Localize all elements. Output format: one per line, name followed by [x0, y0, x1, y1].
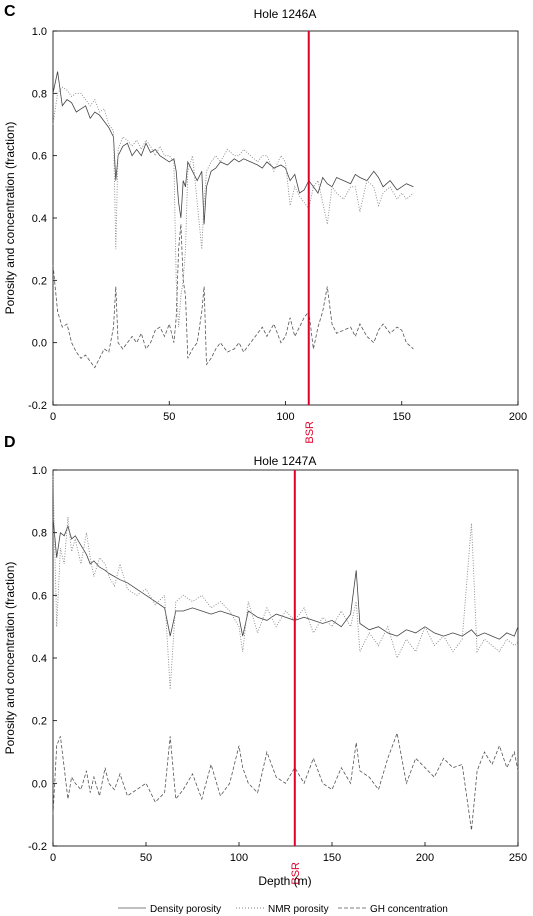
panel-d-x-tick-label: 150 — [323, 852, 341, 864]
legend-item-gh: GH concentration — [338, 904, 448, 915]
panel-c-title: Hole 1246A — [254, 7, 317, 21]
legend-label-nmr: NMR porosity — [268, 904, 329, 915]
panel-d-x-tick-label: 0 — [50, 852, 56, 864]
panel-d-x-tick-label: 100 — [230, 852, 248, 864]
panel-d-x-ticks: 0 50 100 150 200 250 — [50, 842, 527, 864]
panel-c-y-axis-label: Porosity and concentration (fraction) — [3, 122, 17, 315]
panel-d-y-axis-label: Porosity and concentration (fraction) — [3, 562, 17, 755]
legend-item-nmr: NMR porosity — [236, 904, 329, 915]
panel-c-y-tick-label: 0.8 — [32, 88, 47, 100]
panel-d-plot-frame — [52, 469, 519, 847]
panel-d-x-tick-label: 200 — [416, 852, 434, 864]
panel-d-y-tick-label: 0.4 — [32, 653, 47, 665]
panel-d-series-nmr-porosity — [52, 476, 519, 690]
panel-c-y-tick-label: 0.4 — [32, 213, 47, 225]
panel-c-bsr-label: BSR — [304, 421, 316, 444]
legend-item-density: Density porosity — [118, 904, 221, 915]
panel-d-series-density-porosity — [52, 516, 519, 640]
panel-d-y-ticks: -0.2 0.0 0.2 0.4 0.6 0.8 1.0 — [28, 465, 57, 853]
panel-c-x-tick-label: 0 — [50, 411, 56, 423]
panel-c-y-tick-label: -0.2 — [28, 400, 47, 412]
x-axis-label: Depth (m) — [258, 874, 311, 888]
panel-c-series-nmr-porosity — [52, 86, 414, 328]
panel-d-y-tick-label: 0.6 — [32, 590, 47, 602]
panel-c-y-tick-label: 1.0 — [32, 26, 47, 38]
panel-c-x-tick-label: 50 — [163, 411, 175, 423]
panel-d-y-tick-label: 0.2 — [32, 716, 47, 728]
legend: Density porosity NMR porosity GH concent… — [118, 904, 448, 915]
legend-label-gh: GH concentration — [370, 904, 448, 915]
panel-c-y-ticks: -0.2 0.0 0.2 0.4 0.6 0.8 1.0 — [28, 26, 57, 412]
panel-c-x-tick-label: 100 — [276, 411, 294, 423]
panel-letter-d: D — [4, 434, 16, 451]
panel-d-series — [52, 476, 519, 831]
panel-c-x-ticks: 0 50 100 150 200 — [50, 401, 527, 423]
panel-d-series-gh-concentration — [52, 731, 519, 831]
panel-c-x-tick-label: 150 — [393, 411, 411, 423]
panel-c-x-tick-label: 200 — [509, 411, 527, 423]
panel-d-y-tick-label: 1.0 — [32, 465, 47, 477]
legend-label-density: Density porosity — [150, 904, 221, 915]
panel-d-y-tick-label: 0.0 — [32, 778, 47, 790]
panel-d-bsr-label: BSR — [290, 862, 302, 885]
panel-d-y-tick-label: 0.8 — [32, 528, 47, 540]
panel-d-x-tick-label: 250 — [509, 852, 527, 864]
panel-d-x-tick-label: 50 — [140, 852, 152, 864]
panel-d-title: Hole 1247A — [254, 454, 317, 468]
panel-letter-c: C — [4, 3, 16, 20]
panel-c-series-density-porosity — [52, 71, 414, 225]
panel-c-y-tick-label: 0.2 — [32, 275, 47, 287]
panel-c-y-tick-label: 0.0 — [32, 338, 47, 350]
panel-c-y-tick-label: 0.6 — [32, 151, 47, 163]
panel-d: D Hole 1247A Porosity and concentration … — [3, 434, 527, 885]
panel-c: C Hole 1246A Porosity and concentration … — [3, 3, 527, 444]
panel-c-series — [52, 71, 414, 369]
panel-c-series-gh-concentration — [52, 224, 414, 369]
panel-d-y-tick-label: -0.2 — [28, 841, 47, 853]
